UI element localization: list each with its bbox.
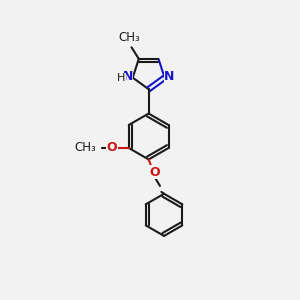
Text: CH₃: CH₃ — [118, 31, 140, 44]
Text: N: N — [123, 70, 133, 83]
Text: H: H — [117, 73, 126, 82]
Text: O: O — [149, 166, 160, 179]
Text: N: N — [164, 70, 175, 83]
Text: O: O — [106, 141, 117, 154]
Text: CH₃: CH₃ — [75, 142, 96, 154]
